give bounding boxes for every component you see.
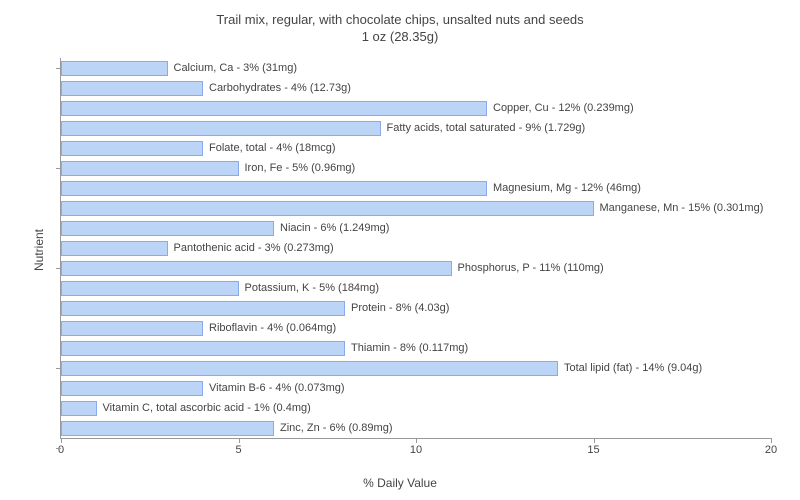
bar-pantothenic-acid xyxy=(61,241,168,256)
bar-iron-fe xyxy=(61,161,239,176)
bar-fatty-acids-total-saturated xyxy=(61,121,381,136)
x-tick-mark xyxy=(771,438,772,443)
bar-label: Total lipid (fat) - 14% (9.04g) xyxy=(564,361,702,376)
bar-label: Protein - 8% (4.03g) xyxy=(351,301,449,316)
title-line-1: Trail mix, regular, with chocolate chips… xyxy=(216,12,583,27)
bar-label: Zinc, Zn - 6% (0.89mg) xyxy=(280,421,392,436)
bar-label: Fatty acids, total saturated - 9% (1.729… xyxy=(387,121,586,136)
x-tick-label: 20 xyxy=(765,444,777,456)
bar-zinc-zn xyxy=(61,421,274,436)
bar-label: Potassium, K - 5% (184mg) xyxy=(245,281,380,296)
y-tick-mark xyxy=(56,448,61,449)
bar-carbohydrates xyxy=(61,81,203,96)
bar-phosphorus-p xyxy=(61,261,452,276)
x-tick-label: 5 xyxy=(235,444,241,456)
bar-label: Phosphorus, P - 11% (110mg) xyxy=(458,261,604,276)
bar-label: Vitamin B-6 - 4% (0.073mg) xyxy=(209,381,345,396)
x-tick-mark xyxy=(239,438,240,443)
bar-riboflavin xyxy=(61,321,203,336)
bar-label: Pantothenic acid - 3% (0.273mg) xyxy=(174,241,334,256)
bar-label: Iron, Fe - 5% (0.96mg) xyxy=(245,161,356,176)
bar-potassium-k xyxy=(61,281,239,296)
title-line-2: 1 oz (28.35g) xyxy=(362,29,439,44)
x-tick-mark xyxy=(61,438,62,443)
bar-total-lipid-fat- xyxy=(61,361,558,376)
nutrient-chart: Trail mix, regular, with chocolate chips… xyxy=(0,0,800,500)
x-tick-label: 10 xyxy=(410,444,422,456)
bar-manganese-mn xyxy=(61,201,594,216)
bar-protein xyxy=(61,301,345,316)
bar-label: Riboflavin - 4% (0.064mg) xyxy=(209,321,336,336)
bar-label: Magnesium, Mg - 12% (46mg) xyxy=(493,181,641,196)
x-tick-label: 0 xyxy=(58,444,64,456)
bar-label: Folate, total - 4% (18mcg) xyxy=(209,141,336,156)
y-axis-label: Nutrient xyxy=(32,229,46,271)
x-tick-mark xyxy=(594,438,595,443)
bar-folate-total xyxy=(61,141,203,156)
bar-label: Vitamin C, total ascorbic acid - 1% (0.4… xyxy=(103,401,311,416)
bar-label: Carbohydrates - 4% (12.73g) xyxy=(209,81,351,96)
bar-vitamin-c-total-ascorbic-acid xyxy=(61,401,97,416)
plot-area: 05101520Calcium, Ca - 3% (31mg)Carbohydr… xyxy=(60,58,771,439)
x-tick-label: 15 xyxy=(587,444,599,456)
x-axis-label: % Daily Value xyxy=(363,476,437,490)
x-tick-mark xyxy=(416,438,417,443)
bar-label: Copper, Cu - 12% (0.239mg) xyxy=(493,101,634,116)
bar-label: Thiamin - 8% (0.117mg) xyxy=(351,341,468,356)
bar-label: Niacin - 6% (1.249mg) xyxy=(280,221,389,236)
bar-magnesium-mg xyxy=(61,181,487,196)
bar-label: Calcium, Ca - 3% (31mg) xyxy=(174,61,297,76)
bar-niacin xyxy=(61,221,274,236)
bar-copper-cu xyxy=(61,101,487,116)
bar-thiamin xyxy=(61,341,345,356)
chart-title: Trail mix, regular, with chocolate chips… xyxy=(0,0,800,46)
bar-calcium-ca xyxy=(61,61,168,76)
bar-label: Manganese, Mn - 15% (0.301mg) xyxy=(600,201,764,216)
bar-vitamin-b-6 xyxy=(61,381,203,396)
